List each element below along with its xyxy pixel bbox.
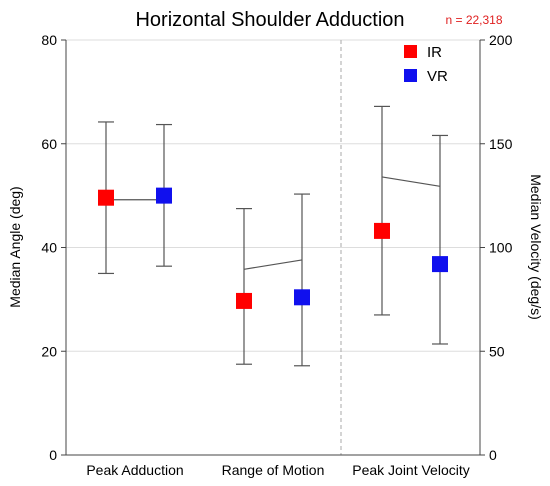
data-point-vr: [432, 256, 448, 273]
data-point-vr: [156, 187, 172, 204]
left-y-tick-label: 60: [41, 136, 57, 152]
x-category-label: Peak Joint Velocity: [352, 462, 470, 478]
data-point-ir: [236, 292, 252, 309]
left-y-tick-label: 0: [49, 447, 57, 463]
left-y-tick-label: 20: [41, 343, 57, 359]
chart-title: Horizontal Shoulder Adduction: [135, 9, 404, 31]
right-y-axis-label: Median Velocity (deg/s): [528, 174, 544, 320]
legend-swatch-vr: [404, 69, 417, 82]
legend-label: VR: [427, 68, 448, 85]
right-y-tick-label: 50: [489, 343, 505, 359]
left-y-axis-label: Median Angle (deg): [7, 186, 23, 307]
x-category-label: Range of Motion: [222, 462, 325, 478]
right-y-tick-label: 200: [489, 32, 513, 48]
legend-swatch-ir: [404, 45, 417, 58]
left-y-tick-label: 80: [41, 32, 57, 48]
right-y-tick-label: 100: [489, 240, 513, 256]
data-point-ir: [374, 222, 390, 239]
right-y-tick-label: 150: [489, 136, 513, 152]
x-axis: Peak Adduction Range of Motion Peak Joint …: [86, 462, 469, 478]
data-marks: [98, 105, 448, 367]
connector-line: [243, 259, 303, 270]
right-y-axis: 0 50 100 150 200: [480, 32, 513, 463]
left-y-axis: 0 20 40 60 80: [41, 32, 66, 463]
sample-size-annotation: n = 22,318: [445, 13, 502, 27]
legend-label: IR: [427, 44, 442, 61]
data-point-ir: [98, 189, 114, 206]
right-y-tick-label: 0: [489, 447, 497, 463]
gridlines: [66, 39, 480, 352]
legend: IR VR: [404, 44, 448, 85]
left-y-tick-label: 40: [41, 240, 57, 256]
connector-line: [381, 176, 441, 187]
data-point-vr: [294, 289, 310, 306]
x-category-label: Peak Adduction: [86, 462, 183, 478]
